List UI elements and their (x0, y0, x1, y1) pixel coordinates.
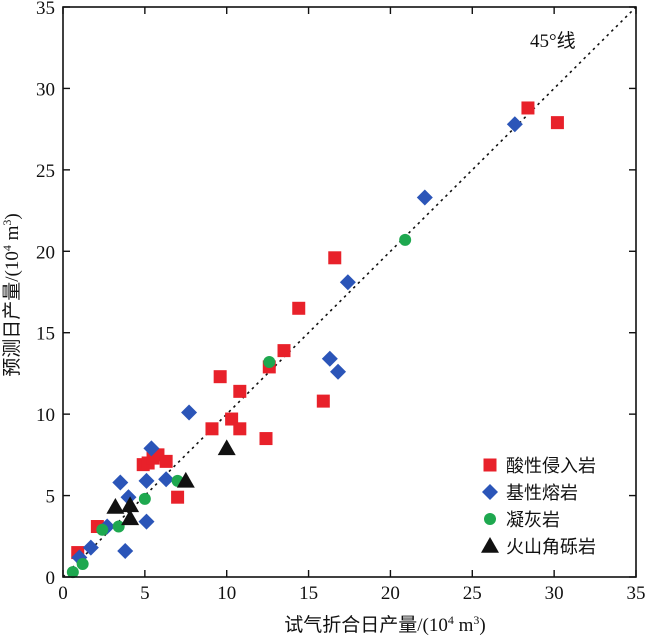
data-point-series-1-14 (259, 432, 273, 446)
x-tick-label-5: 20 (381, 583, 400, 604)
x-axis-title-sup2: 3 (473, 613, 479, 627)
data-point-series-1-8 (171, 490, 185, 504)
y-tick-label-4: 15 (36, 324, 55, 345)
data-points-group (66, 101, 564, 579)
data-point-series-2-8 (138, 513, 155, 530)
data-point-series-4-5 (217, 439, 236, 456)
data-point-series-2-11 (181, 404, 198, 421)
data-point-series-1-20 (521, 101, 535, 115)
x-axis-title-unit: m (454, 615, 474, 636)
data-point-series-1-11 (225, 412, 239, 426)
reference-line-45deg (62, 6, 637, 578)
reference-line-group (62, 6, 637, 578)
data-point-series-4-4 (176, 471, 195, 488)
y-axis-title-main: 预测日产量/(10 (1, 251, 23, 377)
legend-marker-4 (481, 537, 499, 553)
data-point-series-1-19 (328, 251, 342, 265)
data-point-series-2-9 (143, 440, 160, 457)
data-point-series-2-10 (158, 471, 175, 488)
y-axis-title: 预测日产量/(104 m3) (0, 213, 23, 376)
x-axis-title-main: 试气折合日产量/(10 (284, 614, 448, 636)
y-tick-label-8: 35 (36, 0, 55, 19)
data-point-series-3-1 (66, 566, 79, 579)
data-point-series-2-5 (117, 542, 134, 559)
legend-marker-3 (484, 513, 496, 525)
legend-label-3: 凝灰岩 (506, 510, 560, 531)
data-point-series-3-3 (96, 523, 109, 536)
data-point-series-1-16 (277, 344, 291, 358)
data-point-series-1-9 (205, 422, 219, 436)
x-axis-title-end: ) (479, 615, 485, 636)
y-axis-title-unit: m (2, 225, 23, 245)
legend-marker-1 (483, 458, 497, 472)
data-point-series-2-15 (416, 189, 433, 206)
x-tick-label-1: 0 (58, 583, 68, 604)
reference-line-label: 45°线 (530, 30, 576, 52)
x-axis-title-sup: 4 (448, 613, 454, 627)
data-point-series-3-7 (263, 356, 276, 369)
y-tick-label-5: 20 (36, 242, 55, 263)
data-point-series-3-2 (76, 557, 89, 570)
data-point-series-2-2 (82, 539, 99, 556)
y-tick-label-1: 0 (46, 568, 56, 589)
tick-group: 0 5 10 15 20 25 30 35 0 5 10 15 20 25 30 35 (36, 0, 646, 604)
data-point-series-2-12 (321, 350, 338, 367)
plot-frame (62, 6, 637, 578)
legend-label-2: 基性熔岩 (506, 483, 578, 504)
data-point-series-4-1 (106, 497, 125, 514)
data-point-series-1-10 (213, 370, 227, 384)
y-tick-label-3: 10 (36, 405, 55, 426)
data-point-series-2-7 (138, 472, 155, 489)
y-axis-title-sup2: 3 (0, 220, 14, 226)
x-tick-label-3: 10 (217, 583, 236, 604)
legend-marker-2 (482, 484, 498, 500)
data-point-series-1-17 (292, 301, 306, 315)
legend-label-1: 酸性侵入岩 (506, 456, 596, 477)
x-tick-label-8: 35 (627, 583, 646, 604)
y-axis-title-sup: 4 (0, 245, 14, 251)
y-tick-label-7: 30 (36, 79, 55, 100)
x-tick-label-6: 25 (463, 583, 482, 604)
data-point-series-2-16 (506, 116, 523, 133)
data-point-series-4-3 (121, 509, 140, 526)
y-axis-title-end: ) (2, 213, 23, 219)
x-tick-label-4: 15 (299, 583, 318, 604)
x-tick-label-2: 5 (140, 583, 150, 604)
data-point-series-1-12 (233, 384, 247, 398)
y-tick-label-6: 25 (36, 161, 55, 182)
data-point-series-1-18 (316, 394, 330, 408)
data-point-series-3-4 (112, 520, 125, 533)
data-point-series-3-5 (138, 492, 151, 505)
x-tick-label-7: 30 (545, 583, 564, 604)
data-point-series-1-13 (233, 422, 247, 436)
y-tick-label-2: 5 (46, 487, 56, 508)
data-point-series-2-14 (339, 274, 356, 291)
plot-frame-group (62, 6, 637, 578)
data-point-series-2-4 (112, 474, 129, 491)
legend-label-4: 火山角砾岩 (506, 537, 596, 558)
data-point-series-1-21 (550, 116, 564, 130)
x-axis-title: 试气折合日产量/(104 m3) (284, 613, 485, 636)
data-point-series-4-2 (121, 496, 140, 513)
data-point-series-3-8 (399, 233, 412, 246)
data-point-series-2-13 (330, 363, 347, 380)
data-point-series-1-7 (159, 454, 173, 468)
